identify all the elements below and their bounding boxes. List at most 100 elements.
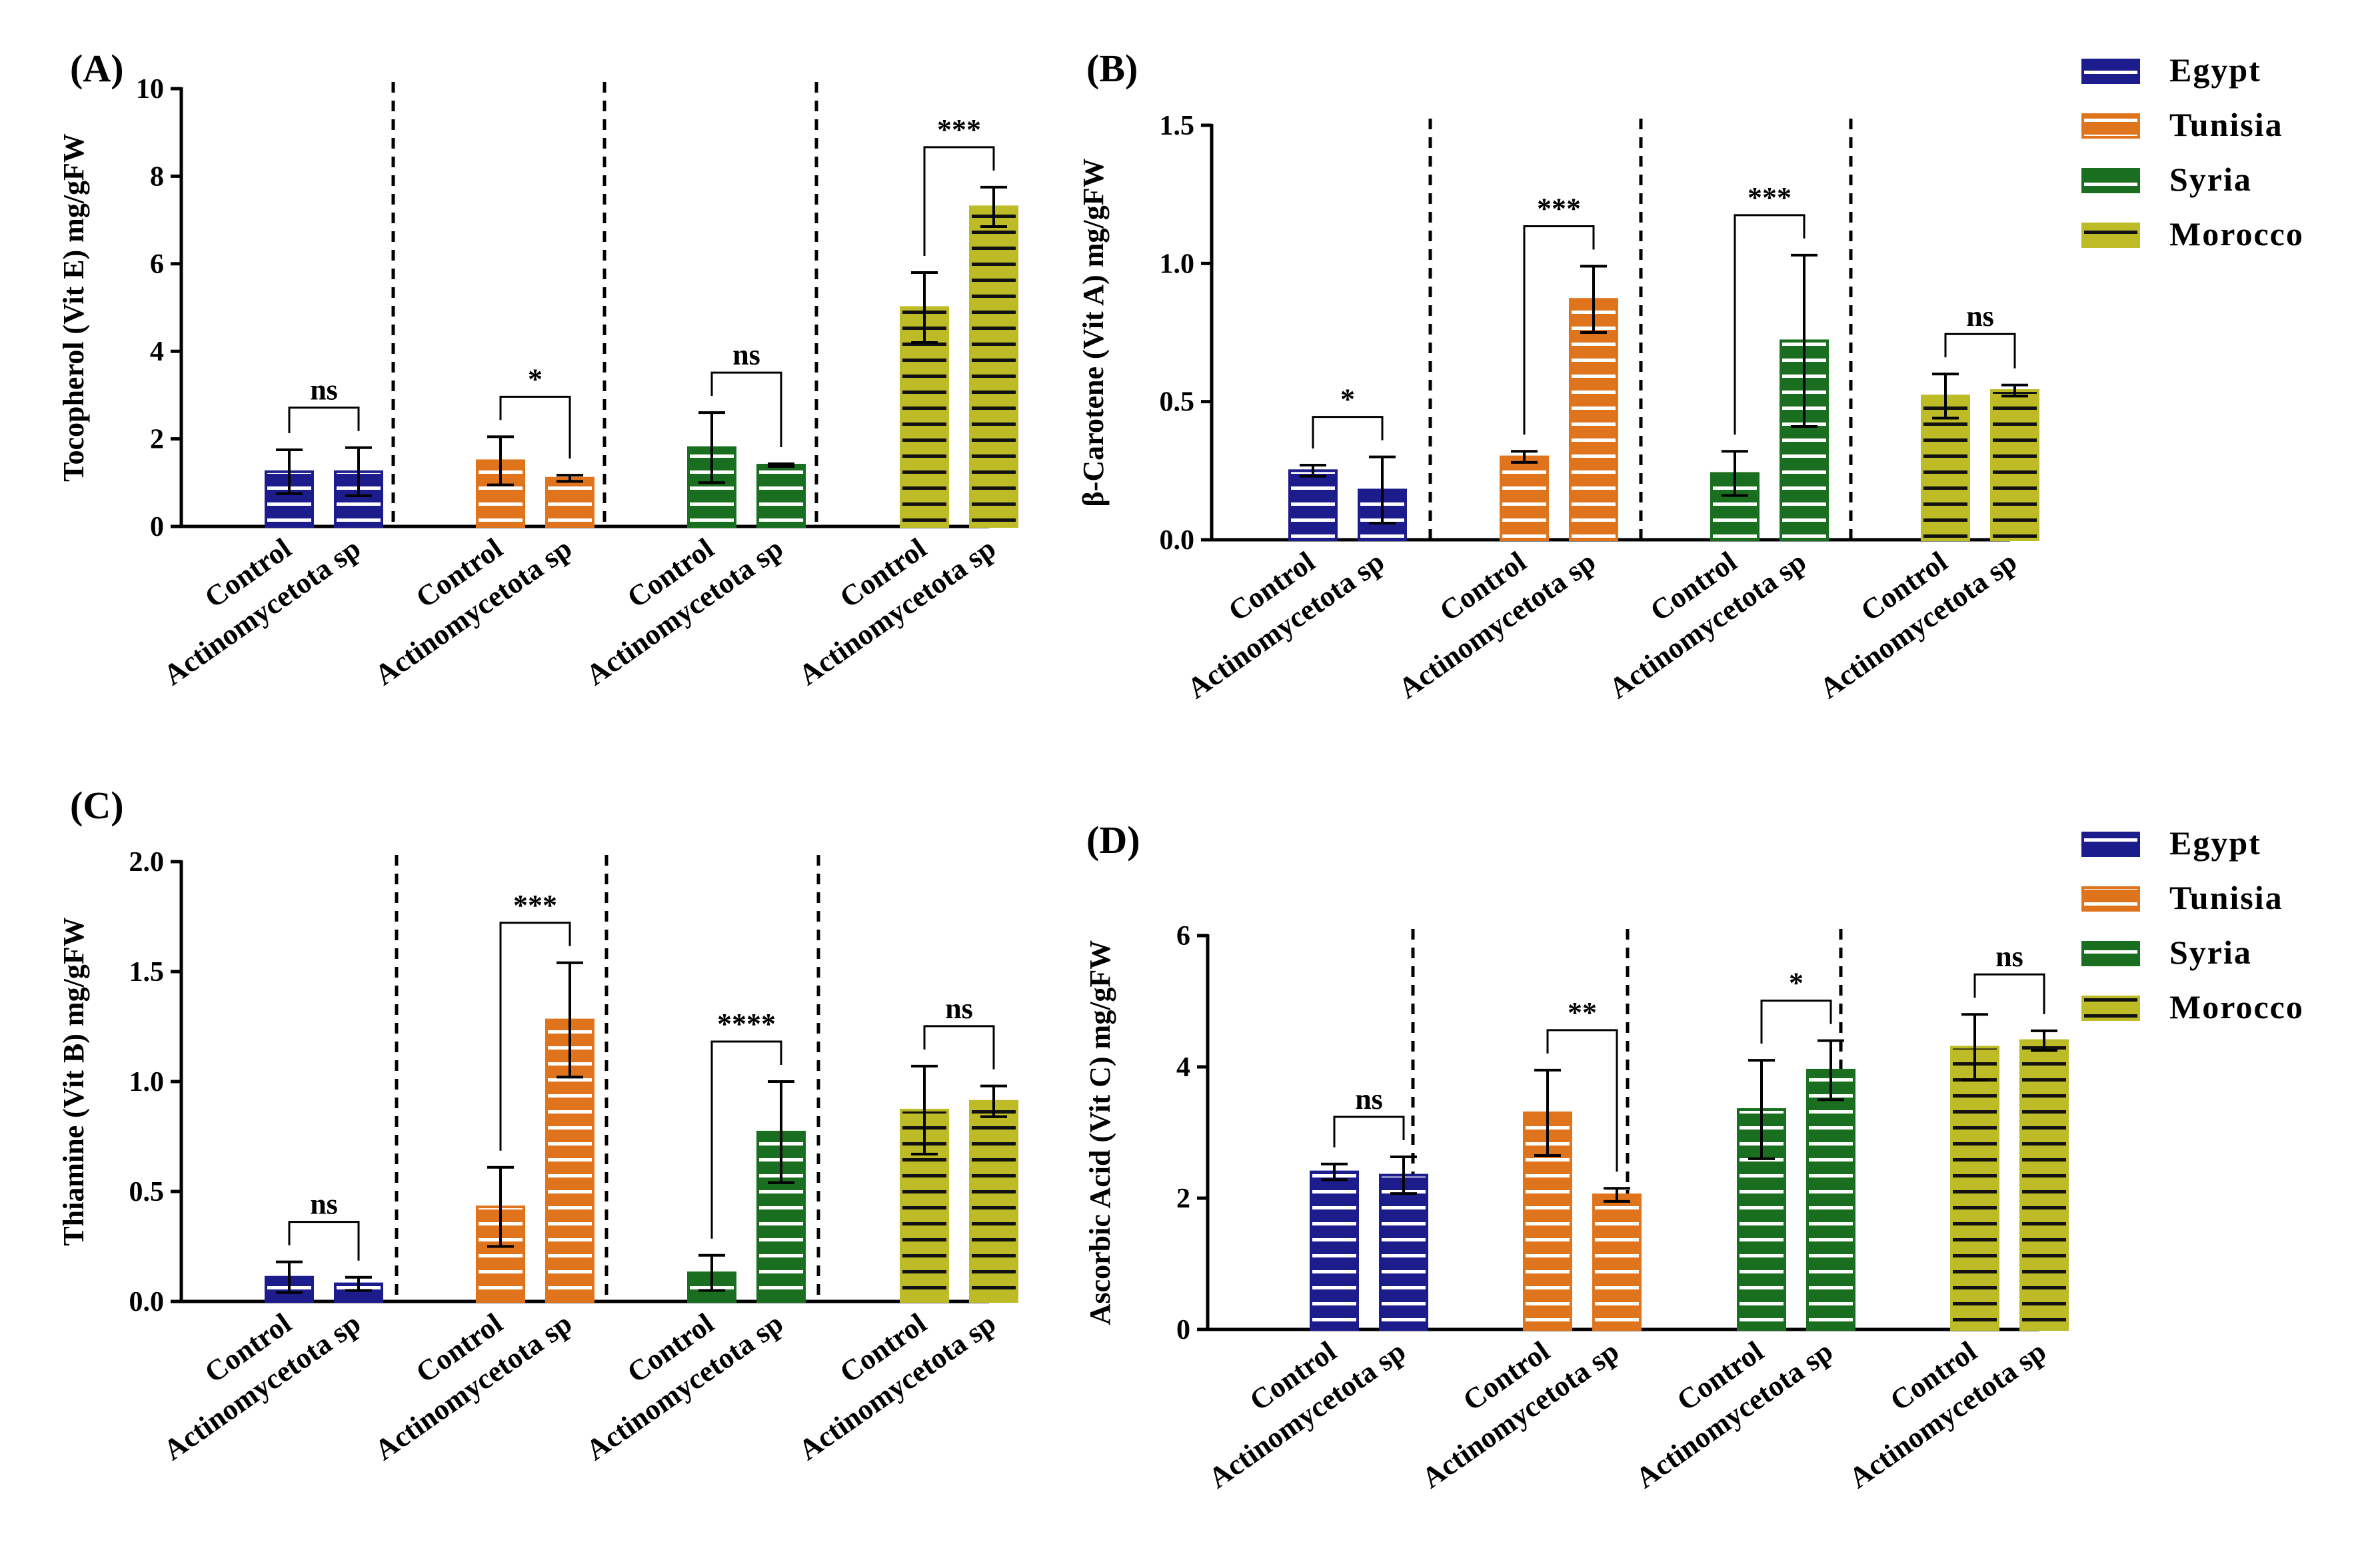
legend-swatch-syria	[2081, 168, 2140, 193]
y-tick-label: 6	[150, 249, 164, 280]
significance-bracket	[710, 371, 782, 448]
y-tick-label: 0.0	[129, 1287, 165, 1317]
significance-label: ns	[1995, 940, 2023, 973]
y-tick-label: 0	[150, 512, 164, 542]
legend-swatch-morocco	[2081, 223, 2140, 248]
bar-morocco-actinomycetota-sp	[1990, 389, 2039, 542]
significance-label: *	[528, 363, 543, 395]
bar-syria-actinomycetota-sp	[1806, 1068, 1855, 1331]
y-tick-label: 0.5	[1160, 387, 1195, 418]
y-tick-label: 0.0	[1160, 525, 1195, 556]
y-axis-label: Thiamine (Vit B) mg/gFW	[57, 917, 90, 1245]
legend-swatch-egypt	[2081, 832, 2140, 857]
legend-label-egypt: Egypt	[2169, 51, 2261, 89]
significance-label: ns	[310, 374, 338, 406]
legend-swatch-tunisia	[2081, 113, 2140, 139]
bar-morocco-actinomycetota-sp	[969, 1100, 1018, 1303]
legend-label-syria: Syria	[2169, 934, 2252, 971]
y-tick-label: 1.5	[1160, 111, 1195, 141]
bar-tunisia-actinomycetota-sp	[1592, 1193, 1642, 1331]
legend-swatch-syria	[2081, 941, 2140, 966]
y-tick-label: 2	[1176, 1183, 1190, 1214]
significance-bracket	[923, 1025, 995, 1070]
panel-letter: (D)	[1086, 818, 1140, 862]
bar-tunisia-actinomycetota-sp	[545, 476, 595, 528]
legend-swatch-morocco	[2081, 996, 2140, 1021]
legend-label-tunisia: Tunisia	[2169, 106, 2283, 143]
significance-label: ns	[1355, 1083, 1383, 1116]
chart-panel-b: (B) β-Carotene (Vit A) mg/gFW 0.0 0.5 1.0 1.5…	[1077, 47, 2039, 705]
significance-label: ns	[310, 1188, 338, 1221]
bar-syria-control	[687, 446, 736, 528]
y-tick-label: 0	[1176, 1315, 1190, 1345]
significance-bracket	[1523, 225, 1595, 435]
legend-swatch-tunisia	[2081, 886, 2140, 912]
significance-bracket	[1944, 333, 2016, 369]
y-tick-label: 1.5	[129, 957, 165, 988]
y-tick-label: 6	[1176, 921, 1190, 952]
y-tick-label: 2	[150, 424, 164, 455]
significance-bracket	[923, 146, 995, 256]
significance-bracket	[1333, 1116, 1405, 1148]
chart-panel-c: (C) Thiamine (Vit B) mg/gFW 0.0 0.5 1.0 1.5 2.…	[57, 784, 1018, 1467]
legend-label-tunisia: Tunisia	[2169, 879, 2283, 916]
legend-1: Egypt Tunisia Syria Morocco	[2081, 51, 2304, 253]
significance-bracket	[1973, 973, 2045, 1014]
significance-bracket	[499, 922, 571, 1151]
y-tick-label: 4	[1176, 1052, 1190, 1083]
panel-letter: (B)	[1086, 47, 1138, 90]
y-axis-label: Tocopherol (Vit E) mg/gFW	[57, 133, 90, 482]
bar-egypt-actinomycetota-sp	[334, 1282, 383, 1303]
significance-bracket	[710, 1040, 782, 1239]
significance-label: ****	[717, 1008, 776, 1040]
bar-egypt-control	[1288, 469, 1338, 541]
y-tick-label: 1.0	[129, 1067, 165, 1098]
significance-label: *	[1340, 383, 1355, 416]
significance-bracket	[1734, 214, 1805, 435]
bar-tunisia-control	[476, 1205, 525, 1303]
y-tick-label: 4	[150, 337, 164, 367]
bar-egypt-control	[1310, 1170, 1359, 1331]
y-axis-label: Ascorbic Acid (Vit C) mg/gFW	[1084, 940, 1116, 1325]
bar-tunisia-actinomycetota-sp	[1569, 298, 1618, 541]
legend-label-morocco: Morocco	[2169, 215, 2304, 253]
legend-2: Egypt Tunisia Syria Morocco	[2081, 824, 2304, 1026]
legend-label-egypt: Egypt	[2169, 824, 2261, 862]
legend-label-syria: Syria	[2169, 161, 2252, 198]
chart-panel-a: (A) Tocopherol (Vit E) mg/gFW 0 2 4 6 8 10 Contr…	[57, 47, 1018, 692]
significance-label: ns	[1966, 300, 1994, 333]
significance-bracket	[1760, 1000, 1832, 1044]
legend-label-morocco: Morocco	[2169, 988, 2304, 1026]
bar-morocco-actinomycetota-sp	[969, 205, 1018, 528]
y-tick-label: 10	[136, 74, 164, 105]
y-tick-label: 0.5	[129, 1177, 165, 1207]
significance-label: ns	[732, 339, 760, 371]
bar-morocco-control	[900, 306, 949, 528]
significance-label: ***	[1537, 192, 1581, 225]
significance-label: *	[1789, 967, 1803, 1000]
legend-swatch-egypt	[2081, 59, 2140, 84]
y-tick-label: 8	[150, 161, 164, 192]
bar-syria-actinomycetota-sp	[756, 464, 806, 528]
significance-bracket	[288, 406, 360, 434]
y-tick-label: 2.0	[129, 847, 165, 878]
bar-morocco-control	[1950, 1046, 1999, 1331]
significance-bracket	[1312, 416, 1384, 449]
significance-bracket	[499, 395, 571, 459]
y-axis-label: β-Carotene (Vit A) mg/gFW	[1077, 159, 1110, 507]
bar-egypt-actinomycetota-sp	[1379, 1173, 1428, 1331]
significance-bracket	[1546, 1029, 1618, 1172]
